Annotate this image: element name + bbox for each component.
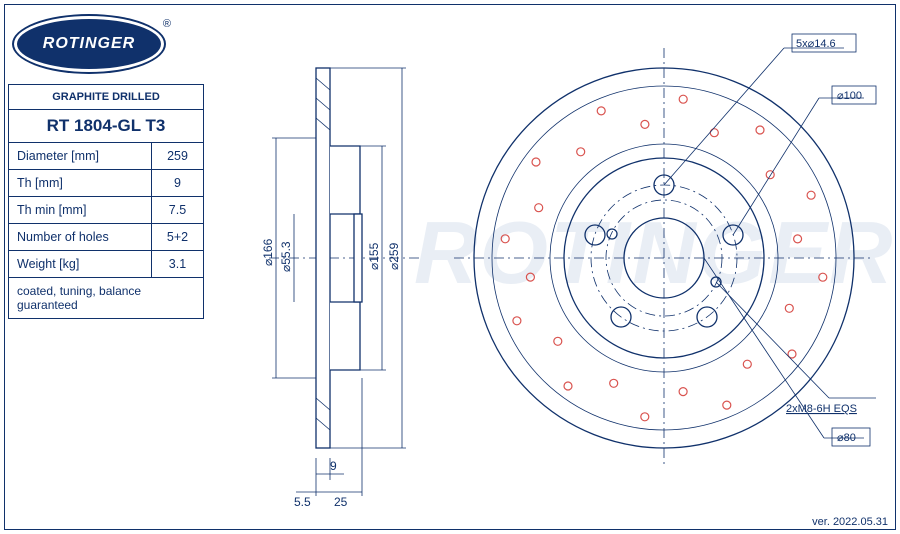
dim-offset: 5.5 <box>294 495 311 508</box>
table-row: Diameter [mm] 259 <box>9 142 203 169</box>
svg-text:⌀80: ⌀80 <box>837 432 856 444</box>
table-row: Th [mm] 9 <box>9 169 203 196</box>
side-view: ⌀166 ⌀55.3 ⌀155 ⌀259 9 5.5 25 <box>261 68 419 508</box>
brand-logo: ROTINGER ® <box>14 14 169 74</box>
dim-d155: ⌀155 <box>367 242 381 270</box>
dim-d55: ⌀55.3 <box>279 241 293 272</box>
technical-drawing: ROTINGER <box>214 8 894 508</box>
dim-d166: ⌀166 <box>261 238 275 266</box>
spec-table: GRAPHITE DRILLED RT 1804-GL T3 Diameter … <box>8 84 204 319</box>
registered-mark: ® <box>163 18 171 30</box>
spec-subtitle: GRAPHITE DRILLED <box>9 85 203 109</box>
table-row: Weight [kg] 3.1 <box>9 250 203 277</box>
dim-hat: 25 <box>334 495 348 508</box>
spec-partno: RT 1804-GL T3 <box>9 110 203 142</box>
dim-d259: ⌀259 <box>387 242 401 270</box>
svg-text:2xM8-6H EQS: 2xM8-6H EQS <box>786 403 857 415</box>
version-label: ver. 2022.05.31 <box>812 516 888 528</box>
svg-text:⌀100: ⌀100 <box>837 90 862 102</box>
brand-text: ROTINGER <box>43 35 135 53</box>
dim-th: 9 <box>330 459 337 473</box>
spec-note: coated, tuning, balance guaranteed <box>9 278 203 318</box>
table-row: Number of holes 5+2 <box>9 223 203 250</box>
svg-text:5x⌀14.6: 5x⌀14.6 <box>796 38 836 50</box>
watermark-text: ROTINGER <box>414 203 894 302</box>
table-row: Th min [mm] 7.5 <box>9 196 203 223</box>
